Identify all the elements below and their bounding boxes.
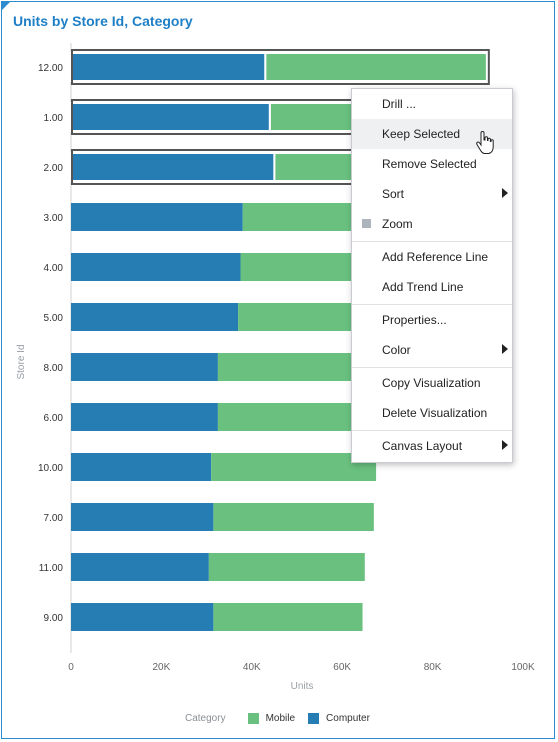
menu-item-add-reference-line[interactable]: Add Reference Line bbox=[352, 242, 512, 272]
menu-item-remove-selected[interactable]: Remove Selected bbox=[352, 149, 512, 179]
bar-computer[interactable] bbox=[70, 102, 271, 132]
x-tick-label: 20K bbox=[153, 662, 171, 673]
y-tick-label: 7.00 bbox=[44, 513, 64, 524]
bar-mobile[interactable] bbox=[208, 553, 365, 581]
bar-computer[interactable] bbox=[71, 503, 214, 531]
menu-item-canvas-layout[interactable]: Canvas Layout bbox=[352, 431, 512, 461]
y-tick-label: 6.00 bbox=[44, 413, 64, 424]
menu-item-label: Keep Selected bbox=[382, 127, 461, 141]
bar-computer[interactable] bbox=[71, 553, 209, 581]
menu-item-label: Drill ... bbox=[382, 97, 416, 111]
menu-item-color[interactable]: Color bbox=[352, 335, 512, 365]
y-tick-label: 3.00 bbox=[44, 213, 64, 224]
legend: Category Mobile Computer bbox=[185, 713, 383, 724]
bar-computer[interactable] bbox=[70, 52, 267, 82]
selection-outline bbox=[71, 49, 490, 85]
menu-item-label: Remove Selected bbox=[382, 157, 477, 171]
bar-mobile[interactable] bbox=[211, 453, 377, 481]
bar-mobile[interactable] bbox=[213, 503, 374, 531]
menu-separator bbox=[352, 241, 512, 242]
hand-cursor-icon bbox=[476, 131, 494, 154]
y-tick-label: 4.00 bbox=[44, 263, 64, 274]
menu-item-label: Delete Visualization bbox=[382, 406, 488, 420]
menu-item-label: Sort bbox=[382, 187, 405, 201]
bar-computer[interactable] bbox=[71, 353, 218, 381]
menu-item-delete-visualization[interactable]: Delete Visualization bbox=[352, 398, 512, 428]
panel-corner-marker bbox=[2, 2, 10, 10]
legend-item-computer[interactable]: Computer bbox=[308, 713, 370, 724]
submenu-arrow-icon bbox=[502, 344, 508, 354]
menu-item-label: Zoom bbox=[382, 217, 413, 231]
legend-title: Category bbox=[185, 713, 226, 724]
zoom-icon bbox=[362, 219, 371, 228]
y-axis-title: Store Id bbox=[16, 344, 27, 380]
context-menu: Drill ... Keep Selected Remove Selected … bbox=[351, 88, 513, 463]
x-tick-label: 60K bbox=[333, 662, 351, 673]
bar-mobile[interactable] bbox=[213, 603, 363, 631]
bar-computer[interactable] bbox=[71, 603, 214, 631]
menu-item-label: Copy Visualization bbox=[382, 376, 481, 390]
menu-separator bbox=[352, 367, 512, 368]
y-tick-label: 2.00 bbox=[44, 163, 64, 174]
y-tick-label: 11.00 bbox=[39, 563, 64, 574]
submenu-arrow-icon bbox=[502, 440, 508, 450]
chart-title: Units by Store Id, Category bbox=[13, 13, 193, 29]
bar-computer[interactable] bbox=[71, 253, 241, 281]
menu-separator bbox=[352, 430, 512, 431]
legend-label-mobile: Mobile bbox=[265, 713, 296, 724]
y-tick-label: 12.00 bbox=[38, 63, 63, 74]
menu-item-add-trend-line[interactable]: Add Trend Line bbox=[352, 272, 512, 302]
menu-item-properties[interactable]: Properties... bbox=[352, 305, 512, 335]
submenu-arrow-icon bbox=[502, 188, 508, 198]
bar-computer[interactable] bbox=[70, 152, 276, 182]
bar-computer[interactable] bbox=[71, 303, 239, 331]
menu-item-label: Canvas Layout bbox=[382, 439, 463, 453]
y-tick-label: 8.00 bbox=[44, 363, 64, 374]
x-tick-label: 80K bbox=[424, 662, 442, 673]
legend-item-mobile[interactable]: Mobile bbox=[247, 713, 296, 724]
bar-computer[interactable] bbox=[71, 203, 243, 231]
menu-item-label: Add Trend Line bbox=[382, 280, 464, 294]
menu-item-label: Color bbox=[382, 343, 411, 357]
menu-item-copy-visualization[interactable]: Copy Visualization bbox=[352, 368, 512, 398]
menu-item-drill[interactable]: Drill ... bbox=[352, 89, 512, 119]
y-tick-label: 5.00 bbox=[44, 313, 64, 324]
legend-label-computer: Computer bbox=[326, 713, 370, 724]
legend-swatch-computer bbox=[308, 713, 320, 724]
menu-item-label: Add Reference Line bbox=[382, 250, 489, 264]
x-axis-title: Units bbox=[290, 681, 314, 692]
y-tick-label: 1.00 bbox=[44, 113, 64, 124]
menu-item-sort[interactable]: Sort bbox=[352, 179, 512, 209]
x-tick-label: 100K bbox=[511, 662, 535, 673]
y-tick-label: 10.00 bbox=[38, 463, 63, 474]
bar-computer[interactable] bbox=[71, 453, 212, 481]
menu-item-zoom[interactable]: Zoom bbox=[352, 209, 512, 239]
y-tick-label: 9.00 bbox=[44, 613, 64, 624]
x-tick-label: 0 bbox=[68, 662, 74, 673]
legend-swatch-mobile bbox=[247, 713, 259, 724]
menu-separator bbox=[352, 304, 512, 305]
menu-item-label: Properties... bbox=[382, 313, 447, 327]
x-tick-label: 40K bbox=[243, 662, 261, 673]
bar-mobile[interactable] bbox=[264, 52, 488, 82]
bar-computer[interactable] bbox=[71, 403, 218, 431]
